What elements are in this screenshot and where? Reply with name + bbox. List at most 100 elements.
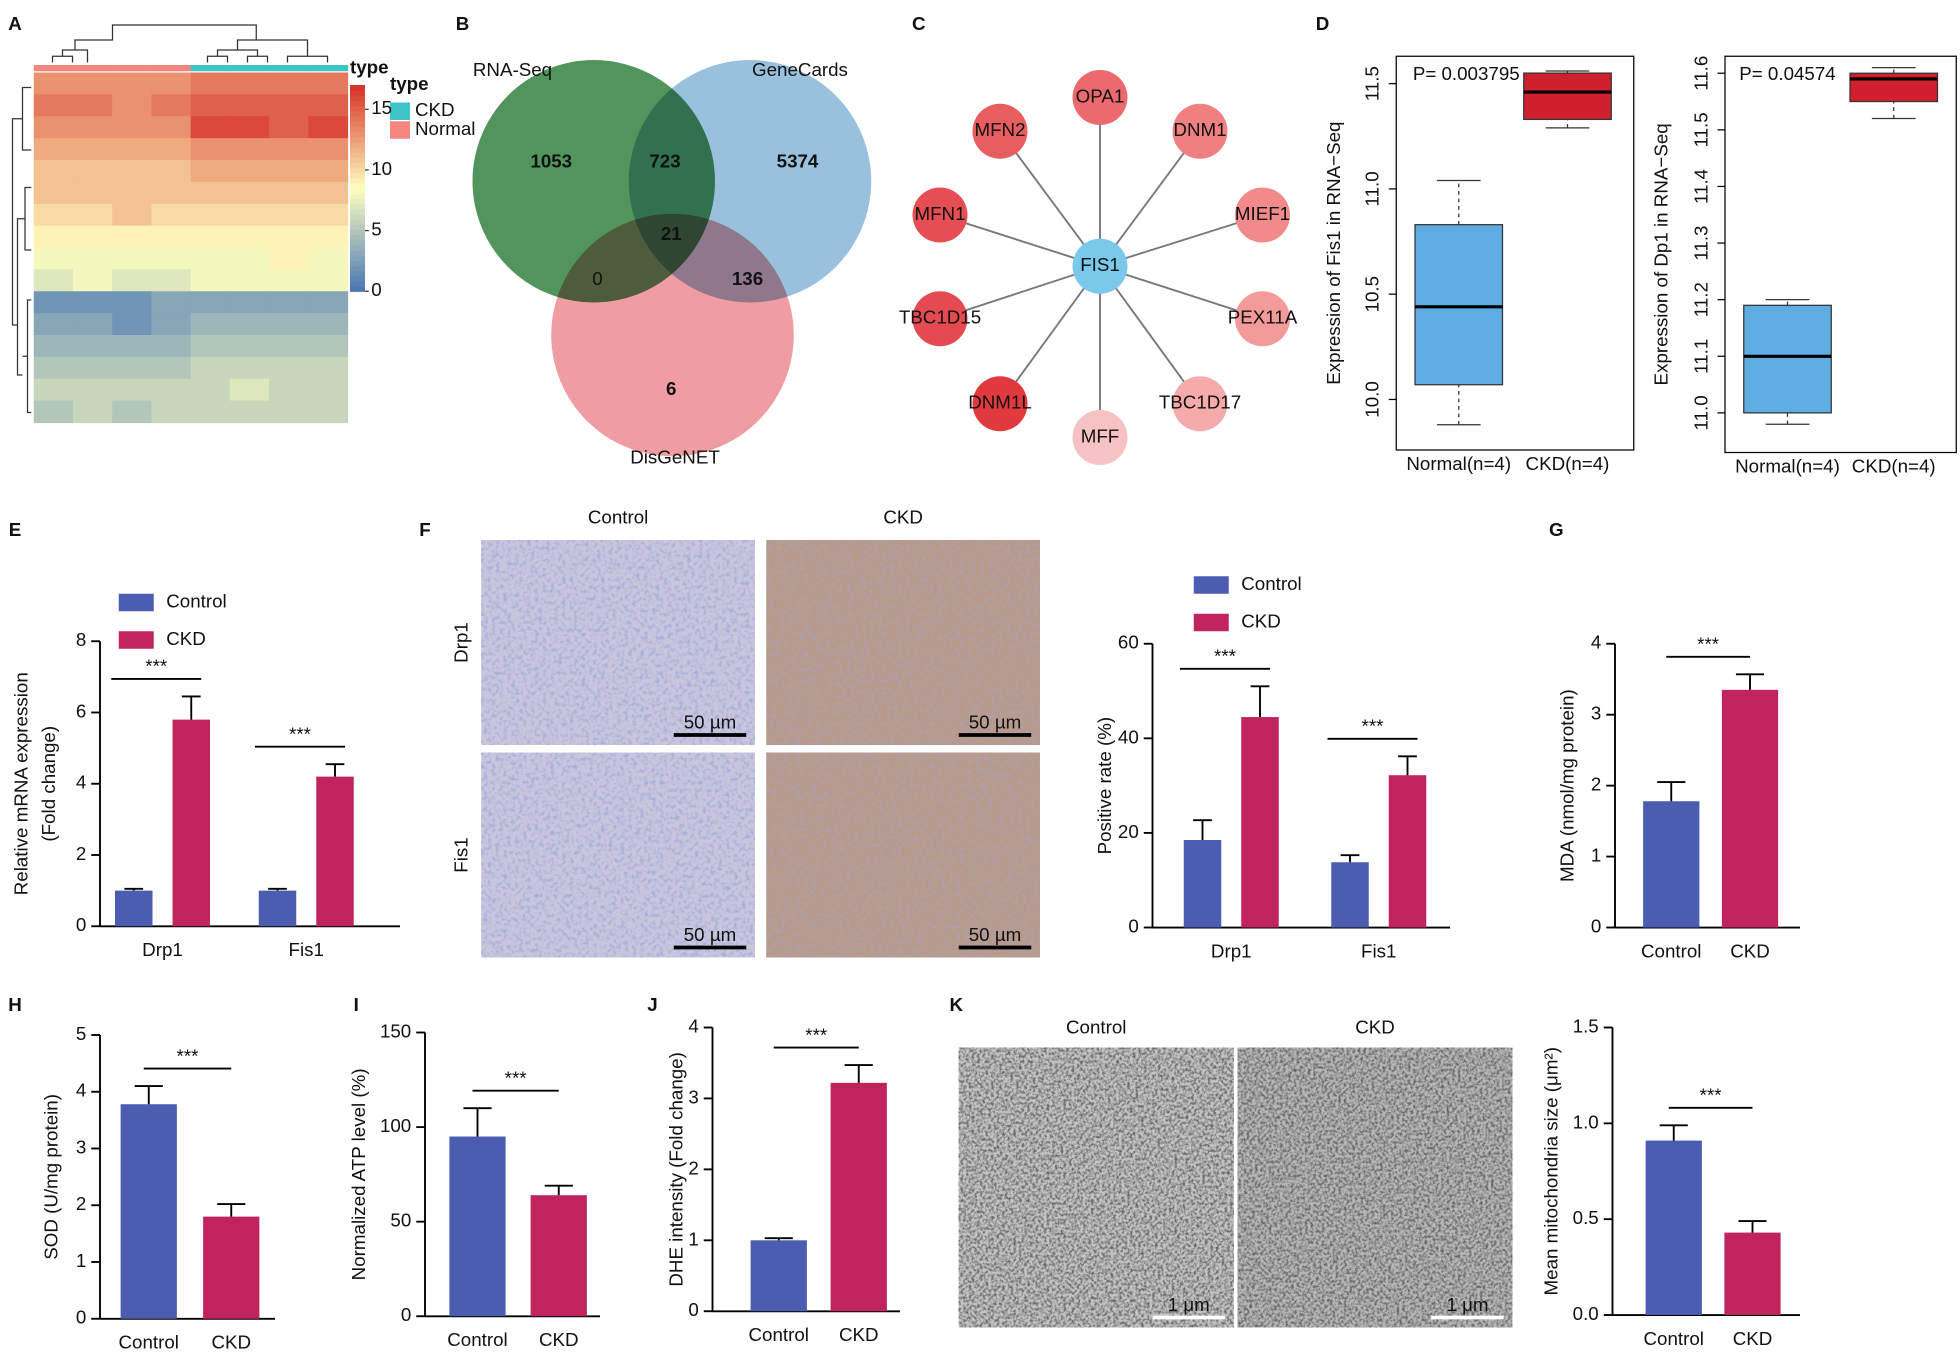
heatmap-cell [229,378,270,402]
error-bar [463,1107,492,1137]
row-dendrogram [11,86,32,414]
bar [1643,801,1700,928]
heatmap-cell [308,72,349,95]
heatmap-cell [190,225,231,249]
x-tick-label: Normal(n=4) [1406,453,1511,474]
heatmap-cell [269,138,309,161]
colorbar-step [350,203,365,210]
heatmap-cell [151,269,192,292]
heatmap-cell [269,291,309,314]
colorbar-step [350,265,365,272]
x-tick-label: CKD [1733,1328,1773,1349]
bar [258,890,297,927]
legend-label: Control [166,590,226,611]
heatmap-cell [72,378,113,402]
heatmap-cell [112,225,153,249]
significance-label: *** [1214,646,1236,667]
heatmap-cell [33,116,74,139]
row-label: Fis1 [450,837,471,872]
legend-label: Control [1241,573,1301,594]
column-annotation [151,65,192,72]
heatmap-cell [269,335,309,358]
heatmap-cell [229,116,270,139]
heatmap-cell [33,378,74,402]
y-tick-label: 10.0 [1362,381,1383,417]
y-tick-label: 0 [401,1304,411,1325]
heatmap-cell [33,160,74,183]
heatmap-cell [33,247,74,270]
y-axis-label: Relative mRNA expression [10,672,31,895]
y-tick-label: 1.5 [1573,1015,1599,1036]
colorbar-step [350,219,365,225]
y-tick-label: 10.5 [1362,276,1383,312]
heatmap-cell [151,291,192,314]
box [1743,304,1832,414]
heatmap-cell [229,400,270,424]
colorbar-step [350,286,365,292]
heatmap-cell [190,160,231,183]
node [1172,376,1228,432]
bar [1388,775,1427,928]
edge [1099,265,1201,405]
heatmap-cell [72,291,113,314]
significance-label: *** [1700,1084,1722,1105]
column-annotation [269,65,309,72]
plot-frame [1724,55,1957,454]
y-tick-label: 11.0 [1690,395,1711,430]
heatmap-cell [72,72,113,95]
scale-bar-label: 50 µm [684,712,737,733]
scale-bar-label: 50 µm [969,924,1022,945]
error-bar [325,763,345,777]
y-tick-label: 0 [688,1299,698,1320]
heatmap-cell [112,291,153,314]
region-count: 6 [666,378,676,399]
bar [530,1195,587,1317]
x-tick-label: CKD(n=4) [1526,453,1610,474]
column-annotation [190,65,231,72]
box [1523,72,1612,121]
error-bar [1398,755,1417,776]
heatmap-cell [190,313,231,336]
heatmap-cell [33,356,74,380]
legend-swatch [390,121,410,139]
y-tick-label: 2 [1591,774,1601,795]
node [912,291,968,347]
heatmap-cell [269,116,309,139]
bar [1331,862,1369,928]
heatmap-cell [308,335,349,358]
colorbar-step [350,177,365,184]
significance-label: *** [177,1045,199,1066]
colorbar-tick-label: 0 [371,279,381,300]
heatmap-cell [112,203,153,227]
colorbar-step [350,85,365,91]
panel-letter: B [456,13,470,34]
colorbar-step [350,126,365,133]
y-tick-label: 11.6 [1690,56,1711,91]
heatmap-cell [112,94,153,117]
scale-bar-label: 50 µm [684,924,737,945]
error-bar [1340,854,1360,863]
y-tick-label: 11.5 [1690,112,1711,147]
node-label: DNM1L [968,392,1032,413]
heatmap-cell [112,356,153,380]
column-label: CKD [1355,1017,1395,1038]
heatmap-cell [151,94,192,117]
region-count: 21 [661,223,682,244]
micrograph-texture [766,752,1040,958]
edge [999,265,1101,405]
colorbar-step [350,255,365,261]
y-tick-label: 4 [76,1080,86,1101]
x-tick-label: Fis1 [289,939,324,960]
significance-label: *** [805,1024,827,1045]
heatmap-cell [72,313,113,336]
x-tick-label: Normal(n=4) [1735,455,1840,476]
heatmap-cell [229,313,270,336]
bar [120,1104,177,1319]
significance-label: *** [505,1067,527,1088]
x-tick-label: Drp1 [142,939,183,960]
y-tick-label: 100 [380,1115,411,1136]
panel-letter: K [949,994,963,1015]
heatmap-cell [190,94,231,117]
node-label: MFF [1081,425,1120,446]
